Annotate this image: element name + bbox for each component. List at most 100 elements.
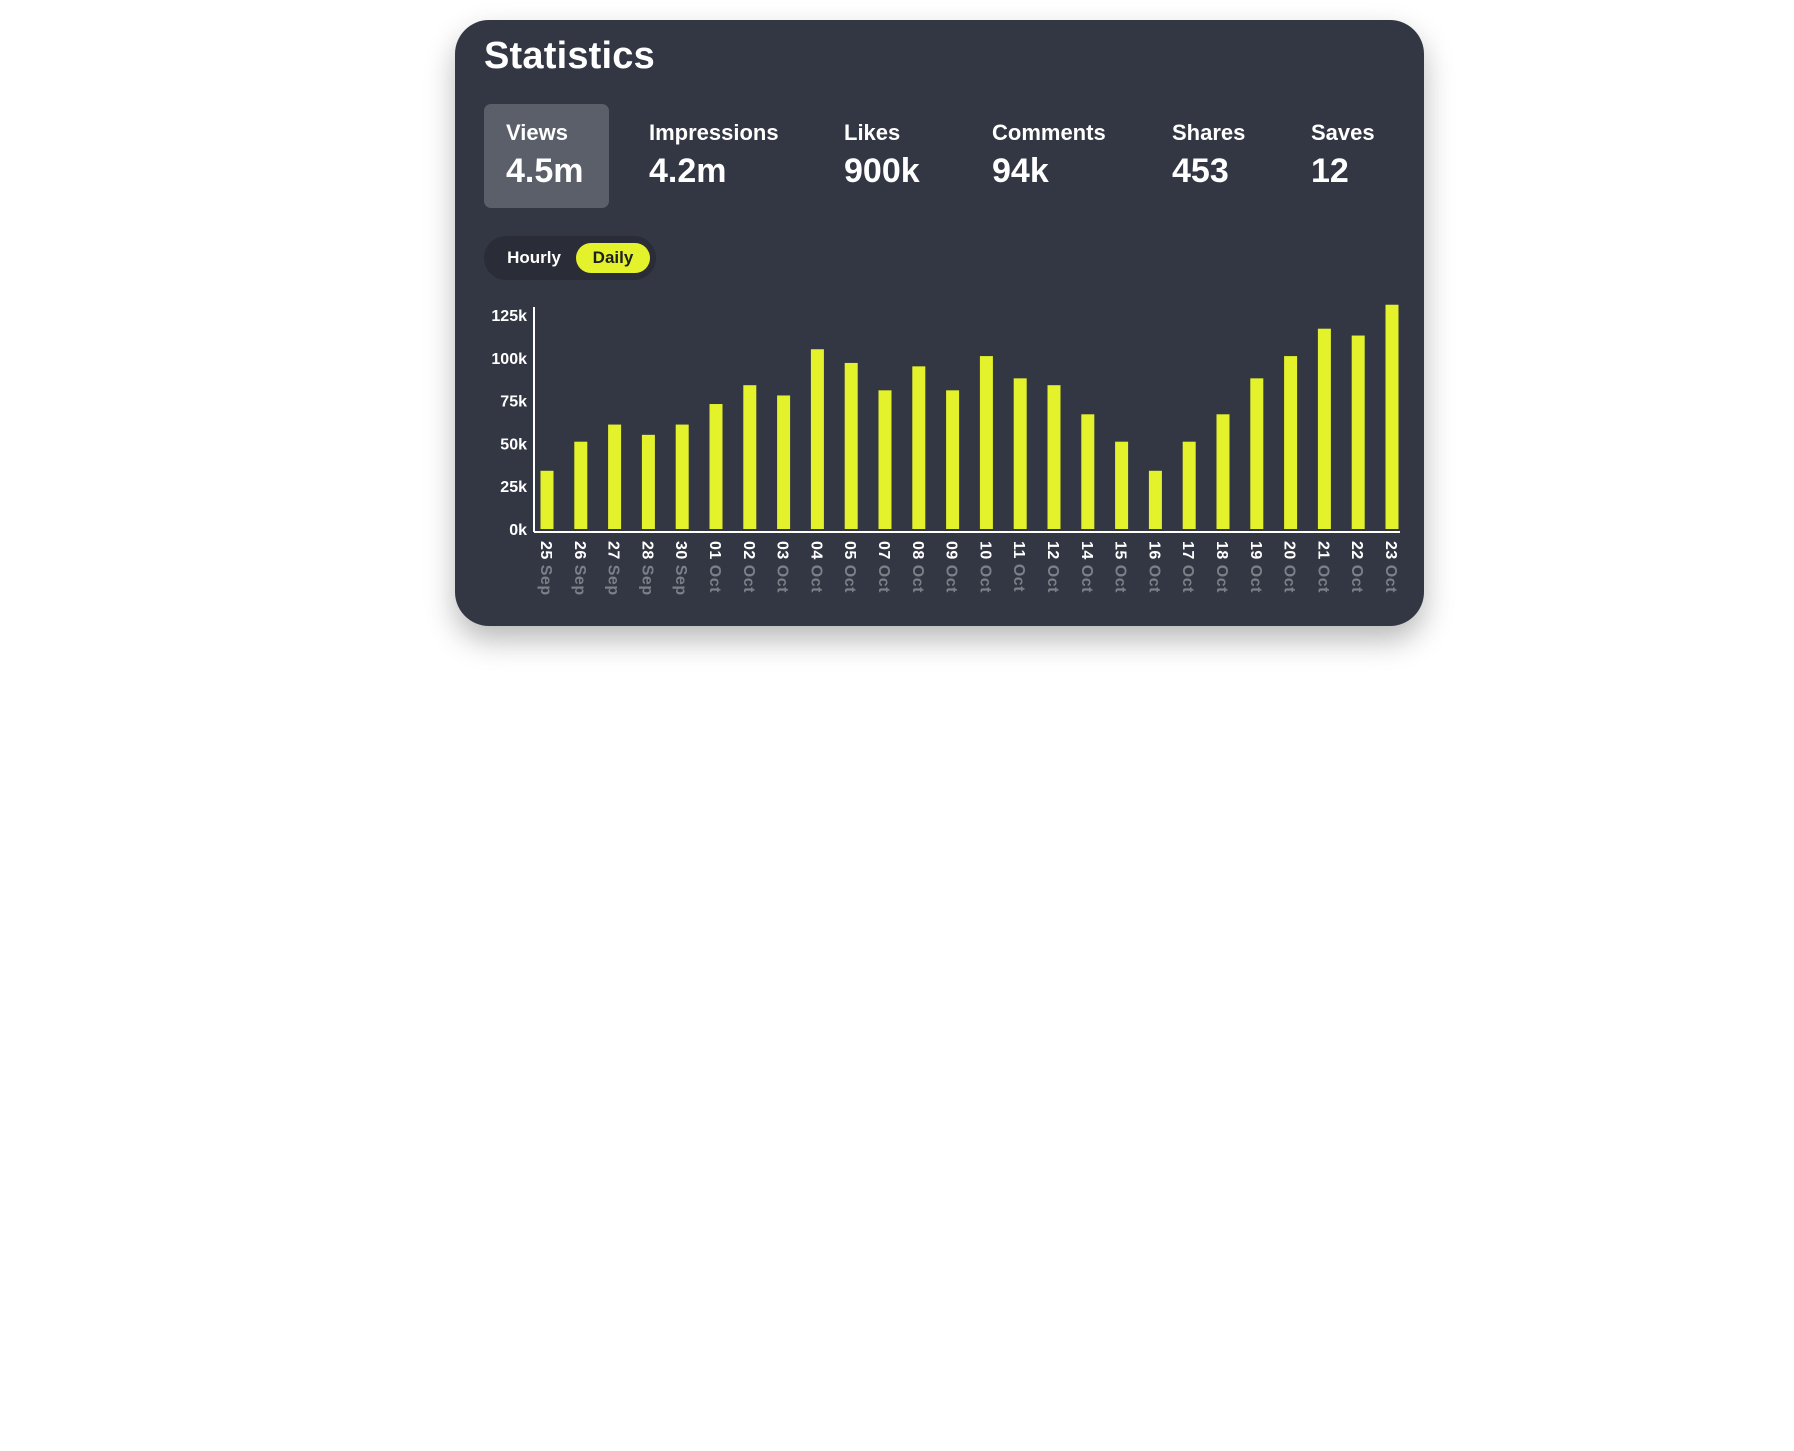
x-tick-month: Oct bbox=[706, 565, 723, 593]
x-tick-label: 16 Oct bbox=[1145, 541, 1162, 593]
bar bbox=[1047, 385, 1061, 529]
x-tick-label: 20 Oct bbox=[1281, 541, 1298, 593]
x-tick-day: 30 bbox=[672, 541, 689, 565]
x-tick-month: Oct bbox=[976, 565, 993, 593]
x-tick-month: Oct bbox=[807, 565, 824, 593]
card-title: Statistics bbox=[484, 35, 655, 77]
x-tick-month: Sep bbox=[672, 565, 689, 596]
x-tick-label: 12 Oct bbox=[1044, 541, 1061, 593]
x-tick-day: 26 bbox=[571, 541, 588, 565]
x-tick-day: 07 bbox=[875, 541, 892, 565]
x-tick-day: 20 bbox=[1281, 541, 1298, 565]
x-tick-label: 25 Sep bbox=[537, 541, 554, 596]
x-tick-label: 09 Oct bbox=[943, 541, 960, 593]
x-tick-day: 17 bbox=[1179, 541, 1196, 565]
x-tick-day: 21 bbox=[1314, 541, 1331, 565]
bar bbox=[1115, 441, 1129, 529]
bar bbox=[743, 385, 757, 529]
x-tick-day: 22 bbox=[1348, 541, 1365, 565]
x-tick-label: 19 Oct bbox=[1247, 541, 1264, 593]
bar bbox=[608, 424, 622, 529]
x-tick-month: Oct bbox=[1044, 565, 1061, 593]
x-tick-month: Sep bbox=[605, 565, 622, 596]
metric-tab-views[interactable]: Views 4.5m bbox=[484, 104, 609, 208]
x-tick-label: 02 Oct bbox=[740, 541, 757, 593]
bar bbox=[946, 390, 960, 529]
bar bbox=[912, 366, 926, 529]
x-tick-month: Oct bbox=[1145, 565, 1162, 593]
metric-label: Impressions bbox=[649, 120, 779, 145]
x-tick-label: 26 Sep bbox=[571, 541, 588, 596]
x-tick-month: Oct bbox=[1112, 565, 1129, 593]
x-tick-label: 05 Oct bbox=[841, 541, 858, 593]
x-tick-label: 04 Oct bbox=[807, 541, 824, 593]
x-tick-month: Oct bbox=[1078, 565, 1095, 593]
x-tick-label: 10 Oct bbox=[976, 541, 993, 593]
x-tick-day: 18 bbox=[1213, 541, 1230, 565]
y-tick-label: 50k bbox=[500, 436, 527, 453]
bar bbox=[1250, 378, 1264, 529]
toggle-hourly[interactable]: Hourly bbox=[507, 248, 561, 267]
x-tick-day: 04 bbox=[807, 541, 824, 565]
x-tick-month: Oct bbox=[1382, 565, 1399, 593]
bar bbox=[1284, 356, 1298, 529]
metric-label: Comments bbox=[992, 120, 1106, 145]
x-tick-label: 01 Oct bbox=[706, 541, 723, 593]
y-tick-label: 0k bbox=[509, 522, 527, 539]
x-tick-day: 09 bbox=[943, 541, 960, 565]
x-tick-month: Oct bbox=[841, 565, 858, 593]
bar bbox=[540, 470, 554, 529]
x-tick-label: 28 Sep bbox=[638, 541, 655, 596]
metric-tab-comments[interactable]: Comments 94k bbox=[970, 104, 1140, 208]
toggle-daily[interactable]: Daily bbox=[576, 243, 650, 273]
x-tick-month: Oct bbox=[740, 565, 757, 593]
x-tick-label: 17 Oct bbox=[1179, 541, 1196, 593]
x-tick-label: 18 Oct bbox=[1213, 541, 1230, 593]
bar bbox=[810, 349, 824, 529]
metric-tab-impressions[interactable]: Impressions 4.2m bbox=[627, 104, 812, 208]
bar bbox=[641, 434, 655, 529]
x-tick-month: Sep bbox=[638, 565, 655, 596]
x-tick-day: 23 bbox=[1382, 541, 1399, 565]
metric-tab-likes[interactable]: Likes 900k bbox=[822, 104, 957, 208]
bar bbox=[1317, 328, 1331, 529]
x-tick-day: 27 bbox=[605, 541, 622, 565]
x-tick-day: 28 bbox=[638, 541, 655, 565]
x-tick-month: Oct bbox=[1010, 564, 1027, 592]
bar bbox=[878, 390, 892, 529]
bar bbox=[1182, 441, 1196, 529]
metric-tab-shares[interactable]: Shares 453 bbox=[1150, 104, 1275, 208]
bar bbox=[1385, 304, 1399, 529]
x-tick-label: 14 Oct bbox=[1078, 541, 1095, 593]
x-tick-month: Oct bbox=[1348, 565, 1365, 593]
metric-value: 12 bbox=[1311, 152, 1349, 190]
metric-value: 900k bbox=[844, 152, 920, 190]
bar bbox=[844, 362, 858, 529]
x-tick-month: Oct bbox=[1213, 565, 1230, 593]
x-tick-day: 16 bbox=[1145, 541, 1162, 565]
bar bbox=[1081, 414, 1095, 529]
x-tick-label: 21 Oct bbox=[1314, 541, 1331, 593]
x-tick-day: 01 bbox=[706, 541, 723, 565]
x-tick-label: 15 Oct bbox=[1112, 541, 1129, 593]
metric-label: Likes bbox=[844, 120, 901, 145]
x-tick-day: 08 bbox=[909, 541, 926, 565]
statistics-card: Statistics Views 4.5m Impressions 4.2m L… bbox=[455, 20, 1424, 626]
x-tick-label: 11 Oct bbox=[1010, 541, 1027, 592]
x-tick-label: 08 Oct bbox=[909, 541, 926, 593]
metric-label: Views bbox=[506, 120, 568, 145]
metric-tab-saves[interactable]: Saves 12 bbox=[1289, 104, 1409, 208]
bar bbox=[709, 404, 723, 529]
y-tick-label: 125k bbox=[491, 308, 527, 325]
x-tick-day: 25 bbox=[537, 541, 554, 565]
x-tick-month: Oct bbox=[875, 565, 892, 593]
y-tick-label: 100k bbox=[491, 351, 527, 368]
x-tick-day: 12 bbox=[1044, 541, 1061, 565]
bar bbox=[979, 356, 993, 529]
x-tick-month: Sep bbox=[571, 565, 588, 596]
x-tick-day: 11 bbox=[1010, 541, 1027, 564]
x-tick-label: 03 Oct bbox=[774, 541, 791, 593]
metric-value: 94k bbox=[992, 152, 1049, 190]
x-tick-month: Oct bbox=[1314, 565, 1331, 593]
